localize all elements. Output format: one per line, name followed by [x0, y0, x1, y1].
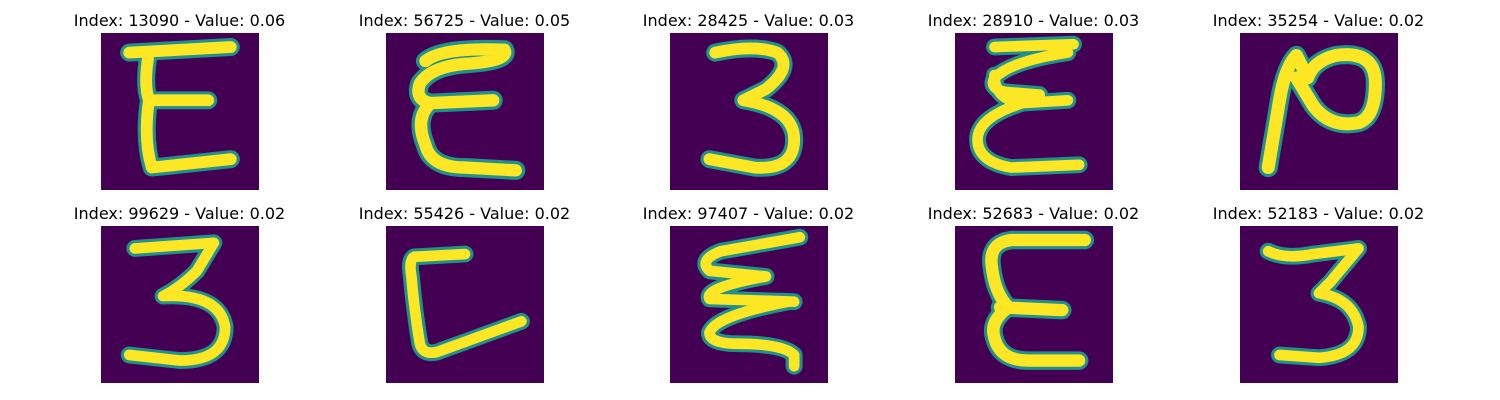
cell-caption: Index: 28910 - Value: 0.03 [927, 11, 1140, 30]
cell-caption: Index: 28425 - Value: 0.03 [642, 11, 855, 30]
digit-image [670, 33, 828, 190]
grid-cell: Index: 97407 - Value: 0.02 [606, 204, 891, 384]
digit-image [386, 226, 544, 383]
cell-caption: Index: 55426 - Value: 0.02 [358, 204, 571, 223]
grid-cell: Index: 28425 - Value: 0.03 [606, 11, 891, 191]
cell-caption: Index: 13090 - Value: 0.06 [73, 11, 286, 30]
cell-caption: Index: 35254 - Value: 0.02 [1212, 11, 1425, 30]
digit-image [1240, 226, 1398, 383]
digit-image [386, 33, 544, 190]
grid-cell: Index: 13090 - Value: 0.06 [37, 11, 322, 191]
grid-cell: Index: 99629 - Value: 0.02 [37, 204, 322, 384]
grid-cell: Index: 52183 - Value: 0.02 [1176, 204, 1461, 384]
digit-image [101, 33, 259, 190]
digit-image [670, 226, 828, 383]
digit-image [1240, 33, 1398, 190]
cell-caption: Index: 52183 - Value: 0.02 [1212, 204, 1425, 223]
digit-image [101, 226, 259, 383]
grid-cell: Index: 28910 - Value: 0.03 [891, 11, 1176, 191]
cell-caption: Index: 56725 - Value: 0.05 [358, 11, 571, 30]
grid-cell: Index: 35254 - Value: 0.02 [1176, 11, 1461, 191]
digit-image [955, 33, 1113, 190]
digit-image [955, 226, 1113, 383]
cell-caption: Index: 97407 - Value: 0.02 [642, 204, 855, 223]
grid-cell: Index: 56725 - Value: 0.05 [322, 11, 607, 191]
grid-cell: Index: 55426 - Value: 0.02 [322, 204, 607, 384]
cell-caption: Index: 99629 - Value: 0.02 [73, 204, 286, 223]
grid-cell: Index: 52683 - Value: 0.02 [891, 204, 1176, 384]
cell-caption: Index: 52683 - Value: 0.02 [927, 204, 1140, 223]
